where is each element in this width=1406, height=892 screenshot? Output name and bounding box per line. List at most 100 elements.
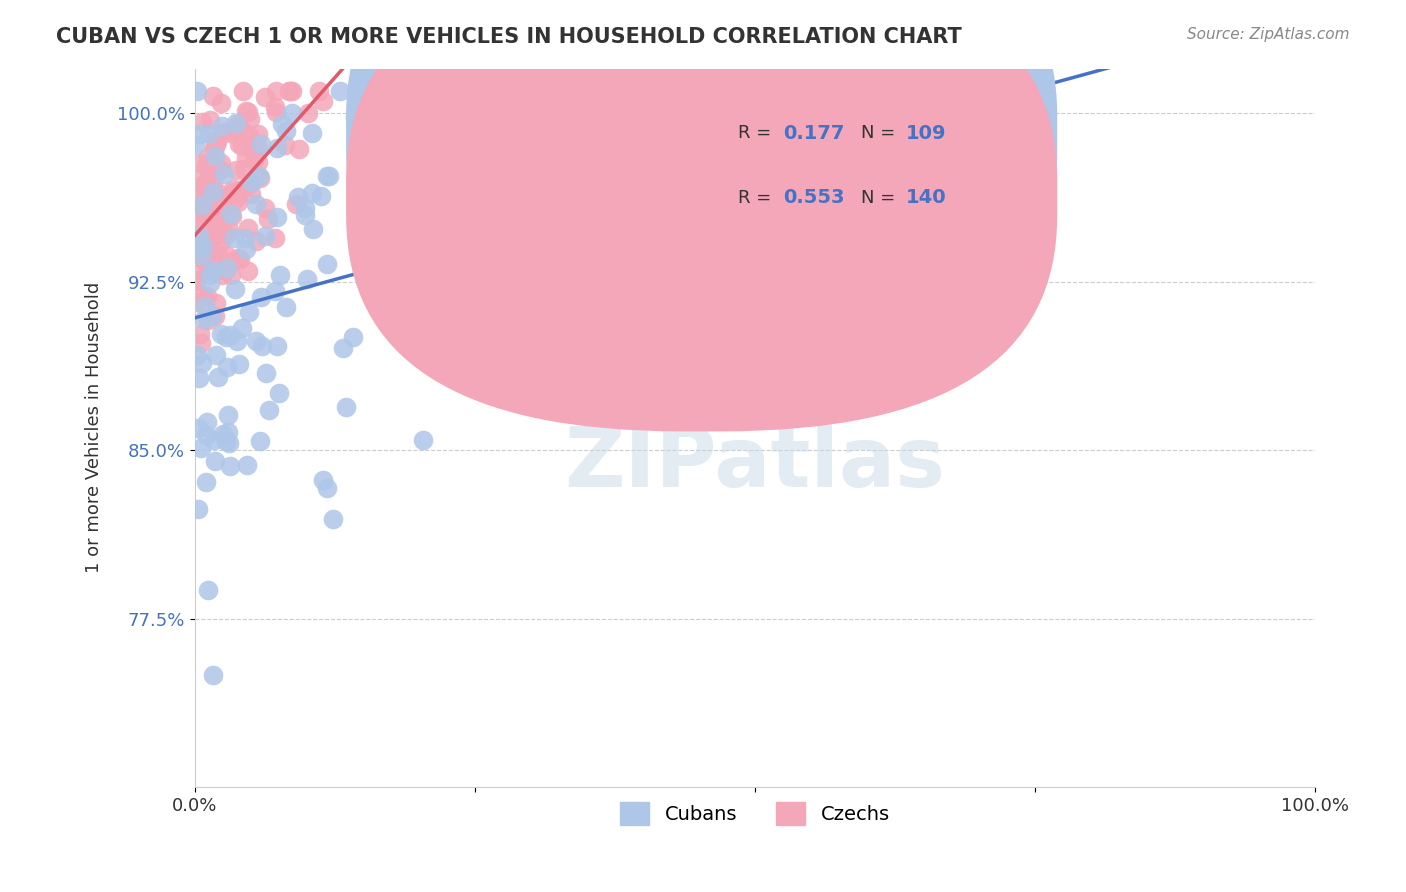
Cubans <box>399 84 422 98</box>
Czechs <box>215 199 238 213</box>
Czechs <box>207 219 229 234</box>
Czechs <box>226 117 249 131</box>
Czechs <box>193 179 215 194</box>
Czechs <box>186 172 208 186</box>
Czechs <box>200 224 222 238</box>
Text: Source: ZipAtlas.com: Source: ZipAtlas.com <box>1187 27 1350 42</box>
Czechs <box>280 84 302 98</box>
Czechs <box>195 289 218 303</box>
Czechs <box>194 213 217 227</box>
Czechs <box>205 210 228 224</box>
Czechs <box>249 171 271 186</box>
Cubans <box>194 299 217 313</box>
Cubans <box>215 329 238 343</box>
Czechs <box>200 180 222 194</box>
Cubans <box>309 188 332 202</box>
Czechs <box>198 252 221 266</box>
Czechs <box>235 104 257 119</box>
Czechs <box>312 94 335 108</box>
Czechs <box>233 126 256 140</box>
Czechs <box>191 288 214 302</box>
Czechs <box>202 202 225 216</box>
Cubans <box>188 228 211 243</box>
Czechs <box>240 186 263 201</box>
Czechs <box>239 130 262 145</box>
Czechs <box>246 154 269 169</box>
Text: R =: R = <box>738 189 778 207</box>
Cubans <box>219 458 242 473</box>
Czechs <box>263 99 285 113</box>
Cubans <box>235 242 257 256</box>
Legend: Cubans, Czechs: Cubans, Czechs <box>610 792 900 835</box>
Cubans <box>496 84 519 98</box>
Cubans <box>215 434 238 449</box>
Czechs <box>209 202 232 217</box>
Czechs <box>191 252 214 267</box>
Cubans <box>197 127 219 141</box>
Czechs <box>193 212 215 227</box>
Cubans <box>187 421 209 435</box>
Czechs <box>211 268 233 283</box>
Cubans <box>217 408 239 422</box>
Czechs <box>208 201 231 215</box>
Cubans <box>204 149 226 163</box>
Cubans <box>226 334 249 348</box>
Czechs <box>190 156 212 170</box>
Cubans <box>228 357 250 371</box>
Czechs <box>195 258 218 272</box>
Y-axis label: 1 or more Vehicles in Household: 1 or more Vehicles in Household <box>86 282 103 574</box>
Czechs <box>238 177 260 191</box>
Czechs <box>221 254 243 268</box>
Czechs <box>297 105 319 120</box>
Czechs <box>257 211 280 226</box>
Cubans <box>267 385 290 400</box>
Czechs <box>202 141 225 155</box>
Cubans <box>236 458 259 472</box>
Czechs <box>208 163 231 178</box>
Cubans <box>212 427 235 442</box>
Czechs <box>186 225 208 239</box>
Czechs <box>184 274 207 288</box>
Czechs <box>204 209 226 223</box>
Czechs <box>188 188 211 202</box>
Cubans <box>186 347 208 361</box>
Czechs <box>188 217 211 231</box>
Czechs <box>197 312 219 326</box>
Cubans <box>294 201 316 215</box>
Cubans <box>190 441 212 455</box>
Text: 140: 140 <box>905 188 946 207</box>
Czechs <box>202 178 225 192</box>
Text: 109: 109 <box>905 124 946 143</box>
Cubans <box>453 318 475 332</box>
Czechs <box>186 273 208 287</box>
Text: N =: N = <box>862 189 901 207</box>
Czechs <box>231 138 253 153</box>
Czechs <box>238 104 260 119</box>
Czechs <box>204 140 226 154</box>
Cubans <box>217 360 239 375</box>
Text: ZIPatlas: ZIPatlas <box>564 424 945 504</box>
Czechs <box>194 175 217 189</box>
Czechs <box>308 84 330 98</box>
Czechs <box>212 125 235 139</box>
Czechs <box>238 221 260 235</box>
Czechs <box>195 181 218 195</box>
Cubans <box>197 583 219 598</box>
Cubans <box>201 310 224 324</box>
Cubans <box>217 261 239 276</box>
Cubans <box>219 328 242 343</box>
Cubans <box>240 175 263 189</box>
Czechs <box>209 96 232 111</box>
Czechs <box>184 216 207 230</box>
Cubans <box>301 126 323 140</box>
Cubans <box>316 257 339 271</box>
Czechs <box>205 132 228 146</box>
Cubans <box>195 428 218 442</box>
Cubans <box>190 248 212 262</box>
Czechs <box>204 310 226 324</box>
Czechs <box>233 162 256 177</box>
Czechs <box>218 223 240 237</box>
Cubans <box>287 189 309 203</box>
Text: 0.177: 0.177 <box>783 124 844 143</box>
Text: N =: N = <box>862 124 901 142</box>
